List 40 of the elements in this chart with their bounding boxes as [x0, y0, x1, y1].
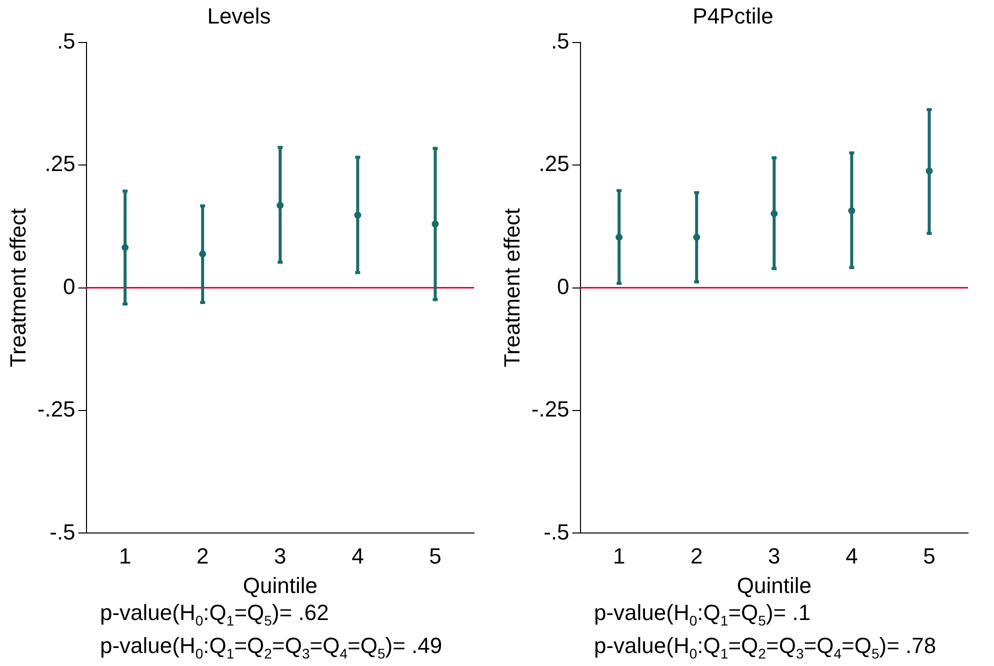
point	[693, 234, 700, 241]
y-axis-title: Treatment effect	[499, 208, 524, 368]
chart-title: Levels	[207, 3, 271, 28]
x-tick-label: 1	[118, 543, 132, 568]
x-tick-label: 3	[768, 543, 780, 568]
point	[616, 234, 623, 241]
point	[432, 220, 439, 228]
point	[199, 250, 206, 258]
x-tick-label: 4	[846, 543, 858, 568]
y-tick-label: -.5	[544, 519, 570, 544]
x-tick-label: 5	[923, 543, 936, 568]
x-axis-title: Quintile	[242, 572, 318, 598]
y-tick-label: .5	[550, 28, 570, 54]
x-tick-label: 1	[612, 543, 626, 568]
x-axis-title: Quintile	[736, 572, 812, 598]
x-tick-label: 5	[429, 543, 442, 568]
y-tick-label: .25	[538, 151, 570, 176]
point	[122, 244, 129, 252]
x-tick-label: 4	[352, 543, 364, 568]
point	[354, 212, 362, 219]
text: p-value(H$_{0}$:Q$_{1}$=Q$_{5}$)= .1	[594, 600, 812, 630]
text: p-value(H$_{0}$:Q$_{1}$=Q$_{5}$)= .62	[100, 600, 330, 630]
y-axis-title: Treatment effect	[5, 208, 30, 368]
point	[770, 210, 778, 218]
point	[926, 167, 933, 174]
text: p-value(H$_{0}$:Q$_{1}$=Q$_{2}$=Q$_{3}$=Q$_{4}$=Q$_{5}$)= .49	[100, 633, 442, 662]
y-tick-label: -.25	[531, 396, 570, 422]
y-tick-label: .5	[56, 28, 76, 54]
x-tick-label: 2	[690, 543, 703, 568]
y-tick-label: .25	[44, 151, 76, 176]
y-tick-label: -.5	[50, 519, 76, 544]
y-tick-label: -.25	[37, 396, 76, 422]
chart-title: P4Pctile	[692, 3, 774, 28]
point	[848, 207, 856, 214]
y-tick-label: 0	[63, 274, 76, 299]
x-tick-label: 3	[274, 543, 286, 568]
x-tick-label: 2	[196, 543, 209, 568]
text: p-value(H$_{0}$:Q$_{1}$=Q$_{2}$=Q$_{3}$=Q$_{4}$=Q$_{5}$)= .78	[594, 633, 936, 662]
point	[276, 202, 284, 209]
y-tick-label: 0	[557, 274, 570, 299]
